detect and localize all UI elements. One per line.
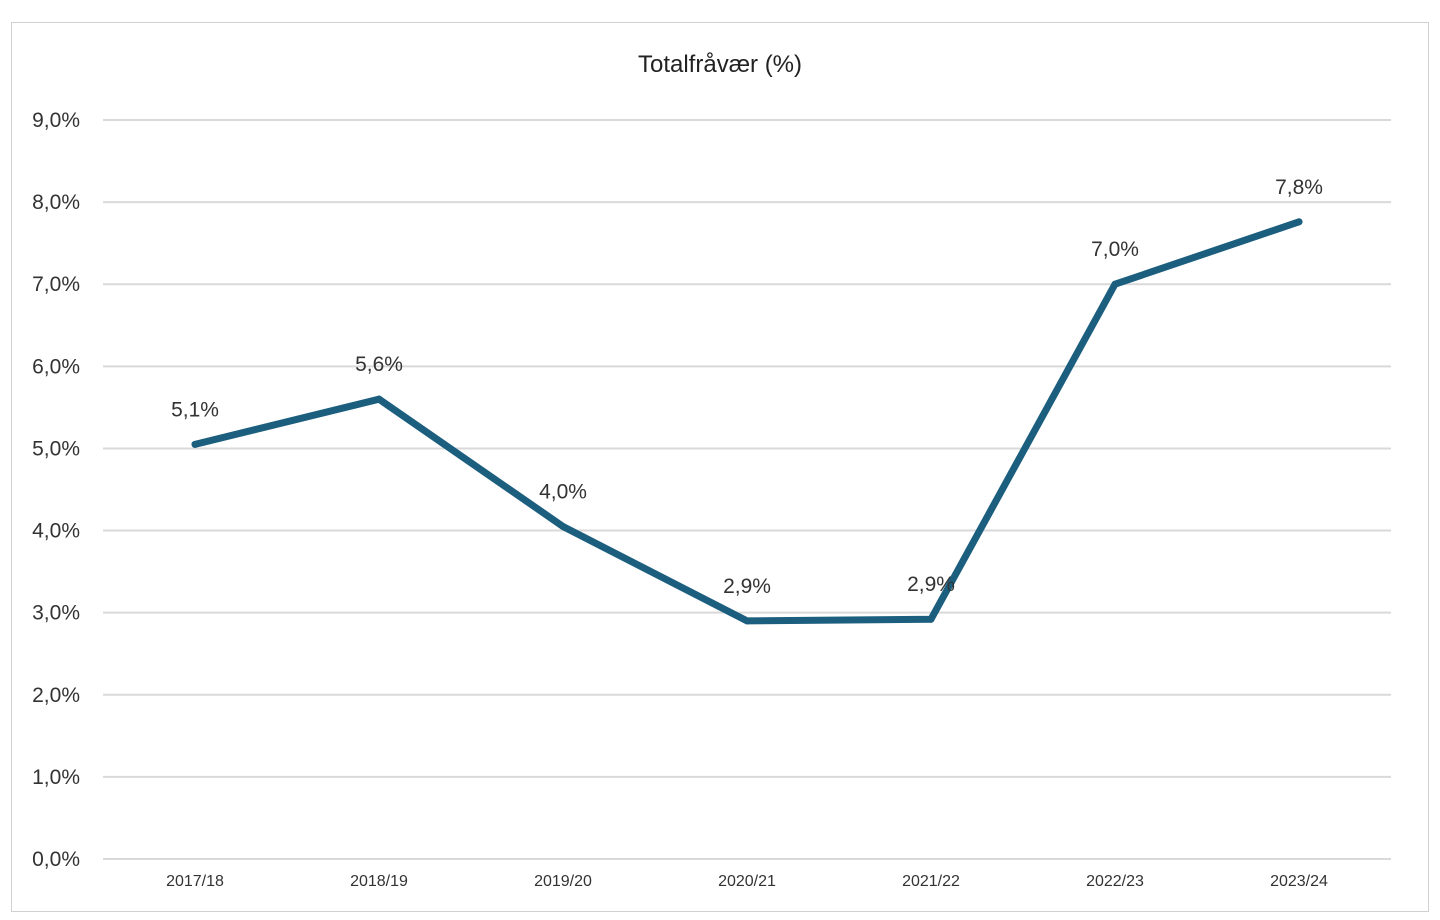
y-tick-label: 9,0% [32, 109, 80, 132]
data-label: 7,0% [1091, 238, 1139, 261]
y-tick-label: 3,0% [32, 602, 80, 625]
chart-title: Totalfråvær (%) [638, 51, 802, 78]
y-axis-tick-labels: 0,0% 1,0% 2,0% 3,0% 4,0% 5,0% 6,0% 7,0% 8,0% 9,0% [32, 109, 80, 871]
y-tick-label: 4,0% [32, 520, 80, 543]
x-tick-label: 2020/21 [718, 873, 776, 890]
data-label: 2,9% [723, 575, 771, 598]
x-tick-label: 2022/23 [1086, 873, 1144, 890]
x-tick-label: 2017/18 [166, 873, 224, 890]
x-tick-label: 2021/22 [902, 873, 960, 890]
data-label: 4,0% [539, 480, 587, 503]
x-tick-label: 2023/24 [1270, 873, 1328, 890]
data-point [375, 395, 383, 403]
x-axis-tick-labels: 2017/18 2018/19 2019/20 2020/21 2021/22 2022/… [166, 873, 1328, 890]
x-tick-label: 2018/19 [350, 873, 408, 890]
data-point [1295, 218, 1303, 226]
y-tick-label: 6,0% [32, 355, 80, 378]
chart-frame [11, 22, 1429, 912]
data-label: 5,6% [355, 353, 403, 376]
y-tick-label: 2,0% [32, 684, 80, 707]
data-label: 7,8% [1275, 176, 1323, 199]
x-tick-label: 2019/20 [534, 873, 592, 890]
data-point [191, 440, 199, 448]
y-tick-label: 0,0% [32, 848, 80, 871]
data-point [1111, 280, 1119, 288]
data-point [559, 522, 567, 530]
data-label: 2,9% [907, 573, 955, 596]
data-labels: 5,1% 5,6% 4,0% 2,9% 2,9% 7,0% 7,8% [171, 176, 1323, 598]
data-label: 5,1% [171, 398, 219, 421]
y-tick-label: 5,0% [32, 437, 80, 460]
series-line-group [191, 218, 1303, 625]
y-tick-label: 8,0% [32, 191, 80, 214]
series-line [191, 218, 1303, 625]
gridlines [103, 119, 1391, 860]
y-tick-label: 1,0% [32, 766, 80, 789]
data-point [927, 615, 935, 623]
data-point [743, 617, 751, 625]
y-tick-label: 7,0% [32, 273, 80, 296]
